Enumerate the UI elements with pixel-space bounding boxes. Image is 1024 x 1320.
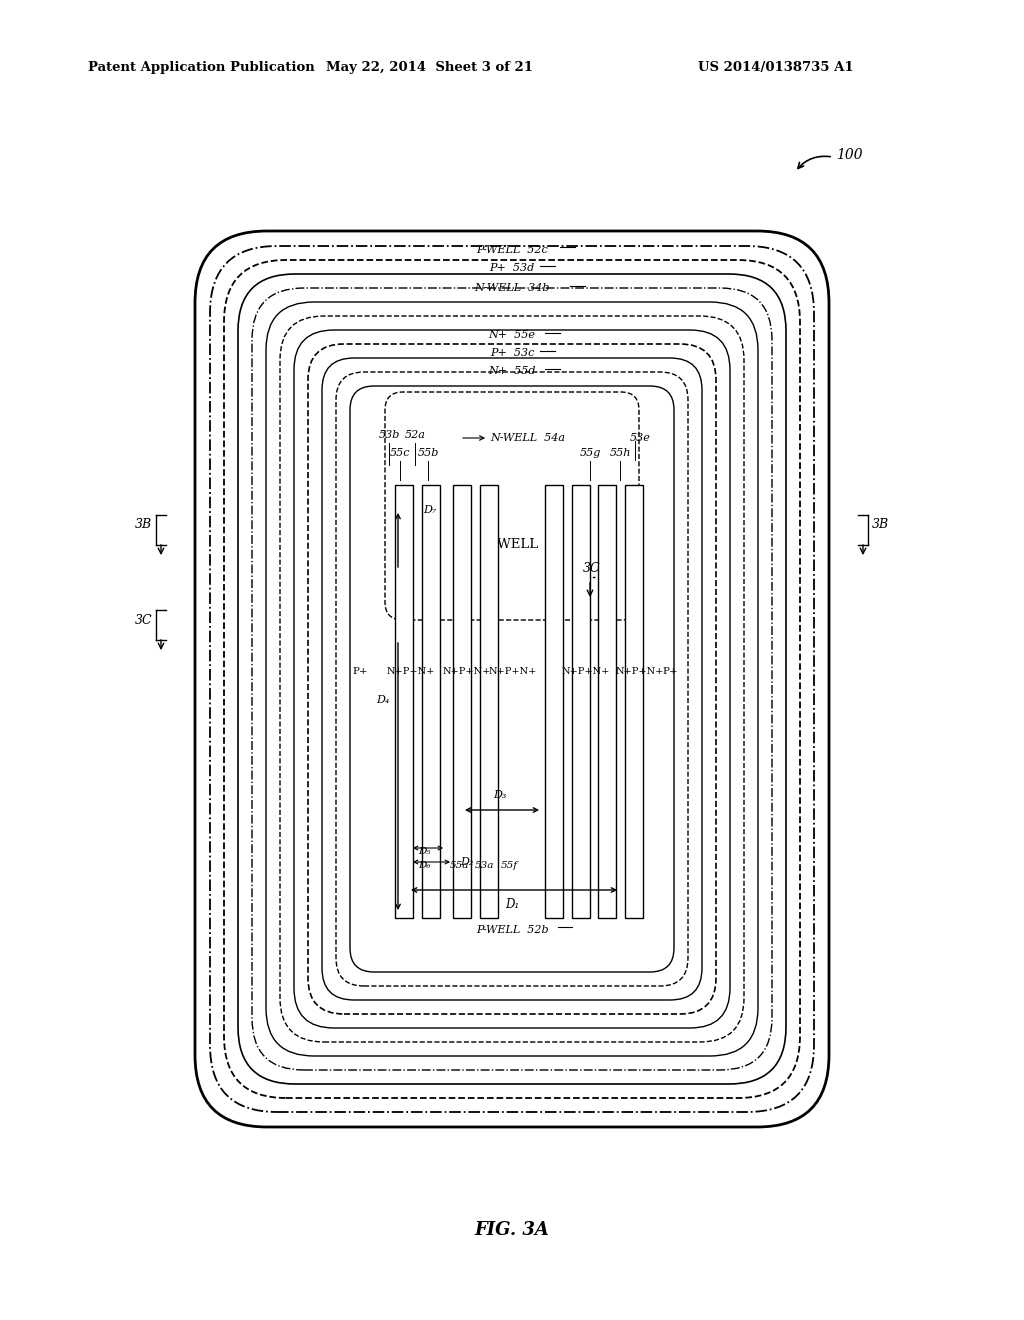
Text: N+P+N+: N+P+N+ — [488, 668, 538, 676]
Text: 3B: 3B — [872, 519, 889, 532]
Text: 55f: 55f — [501, 861, 517, 870]
Text: 100: 100 — [836, 148, 862, 162]
Text: 53e: 53e — [630, 433, 651, 444]
Text: N+P+N+: N+P+N+ — [562, 668, 610, 676]
Text: US 2014/0138735 A1: US 2014/0138735 A1 — [698, 62, 854, 74]
Text: Patent Application Publication: Patent Application Publication — [88, 62, 314, 74]
Text: May 22, 2014  Sheet 3 of 21: May 22, 2014 Sheet 3 of 21 — [327, 62, 534, 74]
Text: 55g: 55g — [580, 447, 601, 458]
Text: P+  53d: P+ 53d — [489, 263, 535, 273]
Bar — [395, 484, 413, 917]
Text: D₆: D₆ — [418, 862, 430, 870]
Text: D₅: D₅ — [418, 847, 430, 857]
Text: N+  55e: N+ 55e — [488, 330, 536, 341]
Text: N+P+N+: N+P+N+ — [387, 668, 435, 676]
Text: N-WELL  54a: N-WELL 54a — [490, 433, 565, 444]
Text: 3C: 3C — [134, 614, 152, 627]
Bar — [453, 484, 471, 917]
Bar — [422, 484, 440, 917]
Text: P+: P+ — [663, 668, 678, 676]
Text: D₄: D₄ — [377, 696, 390, 705]
Text: N+P+N+: N+P+N+ — [442, 668, 492, 676]
Text: N+  55d: N+ 55d — [488, 366, 536, 376]
Text: 55c: 55c — [390, 447, 411, 458]
Text: 55b: 55b — [418, 447, 438, 458]
Bar — [572, 484, 590, 917]
Text: 52a: 52a — [404, 430, 425, 440]
Text: P-WELL  52b: P-WELL 52b — [476, 925, 548, 935]
Text: D₃: D₃ — [494, 789, 507, 800]
Bar — [598, 484, 616, 917]
Text: D₇: D₇ — [423, 506, 436, 515]
Bar — [545, 484, 563, 917]
Text: N-WELL  34b: N-WELL 34b — [474, 282, 550, 293]
Text: N+P+N+: N+P+N+ — [615, 668, 665, 676]
Text: FIG. 3A: FIG. 3A — [474, 1221, 550, 1239]
Text: D₁: D₁ — [505, 899, 519, 912]
Bar — [480, 484, 498, 917]
Text: P-WELL  52c: P-WELL 52c — [476, 246, 548, 255]
Text: 55h: 55h — [609, 447, 631, 458]
Text: 53b: 53b — [378, 430, 399, 440]
Text: D₂: D₂ — [461, 857, 474, 867]
Text: 3B: 3B — [135, 519, 152, 532]
Text: P-WELL: P-WELL — [485, 539, 539, 552]
Text: P+: P+ — [352, 668, 368, 676]
Text: P+  53c: P+ 53c — [489, 348, 535, 358]
Text: 53a: 53a — [474, 861, 494, 870]
Text: 3C: 3C — [584, 562, 601, 576]
Bar — [625, 484, 643, 917]
Text: 55a: 55a — [450, 861, 469, 870]
